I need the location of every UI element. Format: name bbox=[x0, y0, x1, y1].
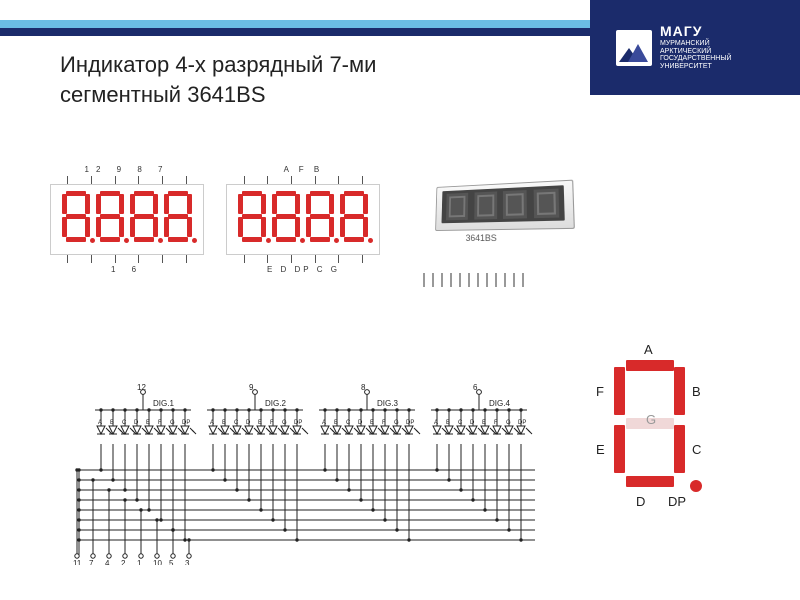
svg-text:A: A bbox=[434, 420, 438, 426]
svg-text:E: E bbox=[370, 420, 374, 426]
brand-logo-icon bbox=[616, 30, 652, 66]
svg-text:G: G bbox=[394, 420, 399, 426]
figure-row: 12 9 8 7 1 6 A F B E D DP C G 3641BS bbox=[50, 165, 770, 275]
ticks-bot bbox=[50, 255, 204, 263]
svg-text:1: 1 bbox=[137, 559, 142, 565]
svg-text:E: E bbox=[482, 420, 486, 426]
segment-label-diagram: A B C D E F G DP bbox=[560, 360, 740, 490]
svg-text:6: 6 bbox=[473, 383, 478, 392]
segment-d bbox=[626, 476, 674, 487]
label-a: A bbox=[644, 342, 653, 357]
segment-c bbox=[674, 425, 685, 473]
svg-text:F: F bbox=[494, 420, 498, 426]
svg-text:DIG.3: DIG.3 bbox=[377, 399, 398, 408]
svg-text:G: G bbox=[282, 420, 287, 426]
svg-text:B: B bbox=[110, 420, 114, 426]
svg-text:E: E bbox=[258, 420, 262, 426]
svg-text:DIG.2: DIG.2 bbox=[265, 399, 286, 408]
svg-text:12: 12 bbox=[137, 383, 146, 392]
svg-text:8: 8 bbox=[361, 383, 366, 392]
segment-e bbox=[614, 425, 625, 473]
segment-a bbox=[626, 360, 674, 371]
svg-text:3: 3 bbox=[185, 559, 190, 565]
segment-f bbox=[614, 367, 625, 415]
svg-text:D: D bbox=[134, 420, 139, 426]
svg-text:G: G bbox=[170, 420, 175, 426]
svg-text:A: A bbox=[322, 420, 326, 426]
svg-text:DP: DP bbox=[518, 420, 526, 426]
svg-text:F: F bbox=[158, 420, 162, 426]
pins-top-right: A F B bbox=[226, 165, 380, 174]
svg-text:7: 7 bbox=[89, 559, 94, 565]
module-numeric-pins: 12 9 8 7 1 6 bbox=[50, 165, 204, 274]
svg-text:C: C bbox=[234, 420, 239, 426]
svg-text:D: D bbox=[358, 420, 363, 426]
stripe-dark bbox=[0, 28, 614, 36]
module-photo: 3641BS bbox=[405, 165, 595, 275]
svg-text:5: 5 bbox=[169, 559, 174, 565]
stripe-light bbox=[0, 20, 640, 28]
photo-label: 3641BS bbox=[466, 233, 497, 243]
svg-text:E: E bbox=[146, 420, 150, 426]
segment-dp bbox=[690, 480, 702, 492]
schematic-svg: 11 7 4 2 1 10 5 3 12 DIG.1 A B C D E F G DP 9 DIG.2 A B C D E F G D… bbox=[55, 380, 545, 565]
slide-title: Индикатор 4-х разрядный 7-ми сегментный … bbox=[60, 50, 480, 109]
svg-text:9: 9 bbox=[249, 383, 254, 392]
svg-text:F: F bbox=[382, 420, 386, 426]
label-f: F bbox=[596, 384, 604, 399]
svg-text:D: D bbox=[246, 420, 251, 426]
svg-text:11: 11 bbox=[73, 559, 82, 565]
schematic-diagram: 11 7 4 2 1 10 5 3 12 DIG.1 A B C D E F G DP 9 DIG.2 A B C D E F G D… bbox=[55, 380, 545, 567]
svg-text:DP: DP bbox=[406, 420, 414, 426]
svg-text:DIG.1: DIG.1 bbox=[153, 399, 174, 408]
module-letter-pins: A F B E D DP C G bbox=[226, 165, 380, 274]
svg-text:C: C bbox=[122, 420, 127, 426]
svg-text:C: C bbox=[458, 420, 463, 426]
svg-text:10: 10 bbox=[153, 559, 162, 565]
pins-bot-left: 1 6 bbox=[50, 265, 204, 274]
svg-text:G: G bbox=[506, 420, 511, 426]
label-d: D bbox=[636, 494, 645, 509]
svg-text:DP: DP bbox=[294, 420, 302, 426]
brand-text: МАГУ МУРМАНСКИЙ АРКТИЧЕСКИЙ ГОСУДАРСТВЕН… bbox=[660, 24, 732, 70]
brand-acronym: МАГУ bbox=[660, 24, 732, 39]
segment-b bbox=[674, 367, 685, 415]
svg-text:A: A bbox=[210, 420, 214, 426]
label-c: C bbox=[692, 442, 701, 457]
svg-text:B: B bbox=[222, 420, 226, 426]
svg-text:C: C bbox=[346, 420, 351, 426]
svg-text:DIG.4: DIG.4 bbox=[489, 399, 510, 408]
label-b: B bbox=[692, 384, 701, 399]
pins-bot-right: E D DP C G bbox=[226, 265, 380, 274]
svg-text:B: B bbox=[334, 420, 338, 426]
svg-text:D: D bbox=[470, 420, 475, 426]
label-e: E bbox=[596, 442, 605, 457]
pins-top-left: 12 9 8 7 bbox=[50, 165, 204, 174]
label-g: G bbox=[646, 412, 656, 427]
big-digit: A B C D E F G DP bbox=[610, 360, 690, 490]
svg-text:4: 4 bbox=[105, 559, 110, 565]
brand-panel: МАГУ МУРМАНСКИЙ АРКТИЧЕСКИЙ ГОСУДАРСТВЕН… bbox=[590, 0, 800, 95]
svg-text:B: B bbox=[446, 420, 450, 426]
svg-text:DP: DP bbox=[182, 420, 190, 426]
svg-text:F: F bbox=[270, 420, 274, 426]
svg-text:2: 2 bbox=[121, 559, 126, 565]
ticks-top bbox=[50, 176, 204, 184]
svg-text:A: A bbox=[98, 420, 102, 426]
photo-pins-icon bbox=[423, 273, 524, 287]
label-dp: DP bbox=[668, 494, 686, 509]
